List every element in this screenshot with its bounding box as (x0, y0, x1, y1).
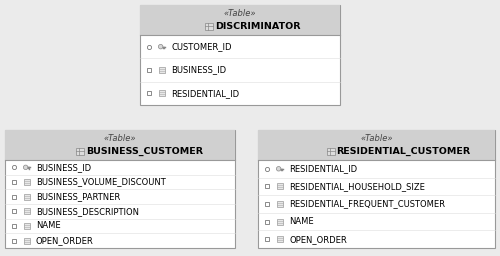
Text: OPEN_ORDER: OPEN_ORDER (289, 235, 347, 244)
Bar (159, 67, 165, 73)
Text: «Table»: «Table» (224, 9, 256, 18)
Text: RESIDENTIAL_CUSTOMER: RESIDENTIAL_CUSTOMER (336, 147, 470, 156)
Text: RESIDENTIAL_ID: RESIDENTIAL_ID (171, 89, 239, 98)
Bar (24, 194, 30, 200)
Circle shape (24, 165, 28, 169)
Bar (5, 130, 235, 160)
Circle shape (158, 45, 163, 49)
Circle shape (276, 167, 281, 171)
Text: RESIDENTIAL_ID: RESIDENTIAL_ID (289, 164, 357, 173)
Text: «Table»: «Table» (360, 134, 393, 143)
Text: DISCRIMINATOR: DISCRIMINATOR (214, 22, 300, 31)
Text: BUSINESS_CUSTOMER: BUSINESS_CUSTOMER (86, 147, 204, 156)
Bar (204, 23, 212, 30)
Bar (277, 236, 283, 242)
Bar (24, 208, 30, 214)
Bar (258, 130, 495, 248)
Text: NAME: NAME (36, 221, 60, 230)
Text: CUSTOMER_ID: CUSTOMER_ID (171, 42, 232, 51)
Text: NAME: NAME (289, 217, 314, 226)
Text: BUSINESS_ID: BUSINESS_ID (36, 163, 91, 172)
Bar (140, 5, 340, 105)
Bar (140, 5, 340, 35)
Text: BUSINESS_ID: BUSINESS_ID (171, 66, 226, 74)
Bar (326, 148, 334, 155)
Text: OPEN_ORDER: OPEN_ORDER (36, 236, 94, 245)
Bar (258, 130, 495, 160)
Text: BUSINESS_DESCRIPTION: BUSINESS_DESCRIPTION (36, 207, 139, 216)
Text: BUSINESS_PARTNER: BUSINESS_PARTNER (36, 192, 120, 201)
Bar (24, 238, 30, 244)
Bar (76, 148, 84, 155)
Bar (24, 223, 30, 229)
Text: BUSINESS_VOLUME_DISCOUNT: BUSINESS_VOLUME_DISCOUNT (36, 177, 166, 187)
Text: RESIDENTIAL_HOUSEHOLD_SIZE: RESIDENTIAL_HOUSEHOLD_SIZE (289, 182, 425, 191)
Bar (277, 183, 283, 189)
Text: RESIDENTIAL_FREQUENT_CUSTOMER: RESIDENTIAL_FREQUENT_CUSTOMER (289, 199, 445, 208)
Bar (5, 130, 235, 248)
Text: «Table»: «Table» (104, 134, 136, 143)
Bar (159, 90, 165, 96)
Bar (277, 219, 283, 225)
Bar (277, 201, 283, 207)
Bar (24, 179, 30, 185)
